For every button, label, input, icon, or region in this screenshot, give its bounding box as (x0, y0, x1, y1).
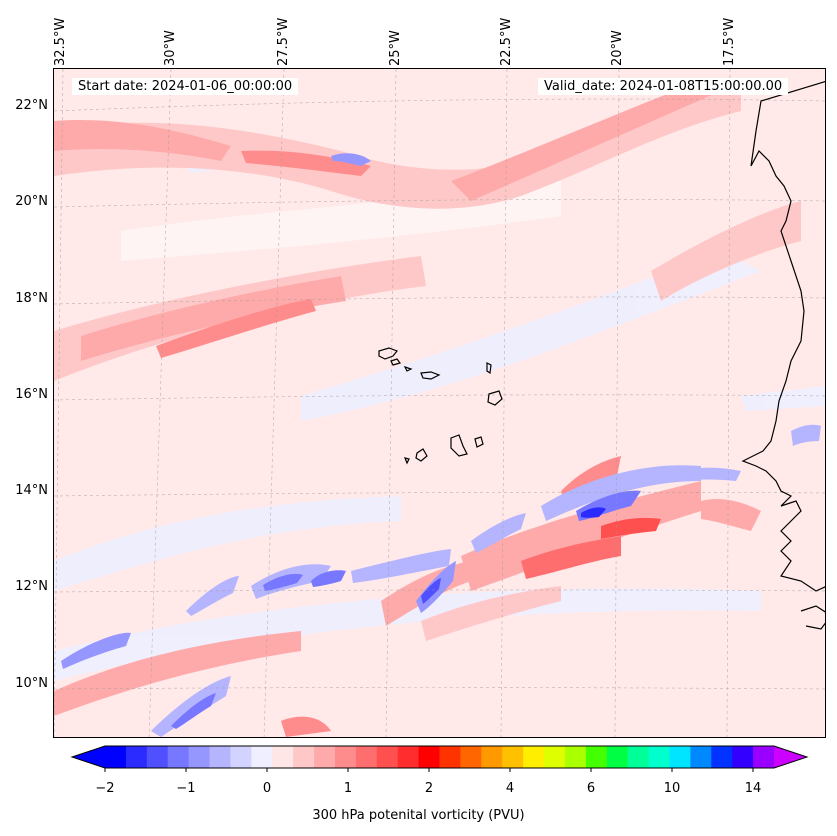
colorbar-segment (251, 746, 273, 768)
lat-label: 12°N (15, 579, 48, 594)
colorbar-tick-label: 0 (262, 781, 272, 796)
lat-label: 18°N (15, 291, 48, 306)
lat-label: 10°N (15, 676, 48, 691)
graticule (54, 69, 825, 737)
lat-label: 14°N (15, 483, 48, 498)
colorbar-tick-label: −2 (95, 781, 115, 796)
colorbar-tick-label: 10 (663, 781, 681, 796)
colorbar-segment (314, 746, 336, 768)
colorbar-segment (376, 746, 399, 768)
lat-label: 20°N (15, 194, 48, 209)
colorbar-segment (711, 746, 733, 768)
colorbar-segment (209, 746, 231, 768)
colorbar-segment (732, 746, 754, 768)
colorbar (70, 745, 809, 772)
colorbar-segment (481, 746, 503, 768)
colorbar-segment (648, 746, 670, 768)
colorbar-segment (397, 746, 420, 768)
colorbar-label: 300 hPa potenital vorticity (PVU) (312, 808, 525, 823)
colorbar-segment (627, 746, 650, 768)
lat-label: 16°N (15, 387, 48, 402)
coastline (378, 80, 825, 630)
colorbar-segment (669, 746, 691, 768)
colorbar-under-arrow (72, 746, 105, 768)
colorbar-segment (272, 746, 294, 768)
lat-label: 22°N (15, 98, 48, 113)
pv-contour-map (54, 69, 825, 737)
colorbar-tick-label: 4 (505, 781, 515, 796)
colorbar-tick-label: 2 (424, 781, 434, 796)
colorbar-segment (460, 746, 482, 768)
valid-date-label: Valid_date: 2024-01-08T15:00:00.00 (538, 78, 789, 95)
colorbar-segment (439, 746, 461, 768)
pv-negative-streaks (61, 153, 821, 737)
colorbar-segment (753, 746, 775, 768)
colorbar-segment (585, 746, 608, 768)
pv-positive-bands (54, 81, 801, 737)
colorbar-tick-label: 6 (586, 781, 596, 796)
colorbar-segment (355, 746, 378, 768)
colorbar-segment (293, 746, 315, 768)
colorbar-segments (70, 745, 809, 772)
colorbar-segment (544, 746, 566, 768)
colorbar-segment (188, 746, 211, 768)
colorbar-segment (125, 746, 148, 768)
colorbar-segment (564, 746, 587, 768)
colorbar-tick-label: 1 (343, 781, 353, 796)
colorbar-segment (146, 746, 169, 768)
colorbar-segment (167, 746, 190, 768)
colorbar-over-arrow (774, 746, 807, 768)
colorbar-segment (523, 746, 545, 768)
colorbar-segment (606, 746, 629, 768)
colorbar-tick-label: −1 (176, 781, 196, 796)
colorbar-segment (334, 746, 357, 768)
colorbar-segment (690, 746, 712, 768)
map-panel (53, 68, 826, 738)
colorbar-tick-label: 14 (744, 781, 762, 796)
colorbar-segment (230, 746, 252, 768)
colorbar-segment (502, 746, 524, 768)
colorbar-segment (418, 746, 440, 768)
start-date-label: Start date: 2024-01-06_00:00:00 (72, 78, 299, 95)
colorbar-segment (105, 746, 127, 768)
